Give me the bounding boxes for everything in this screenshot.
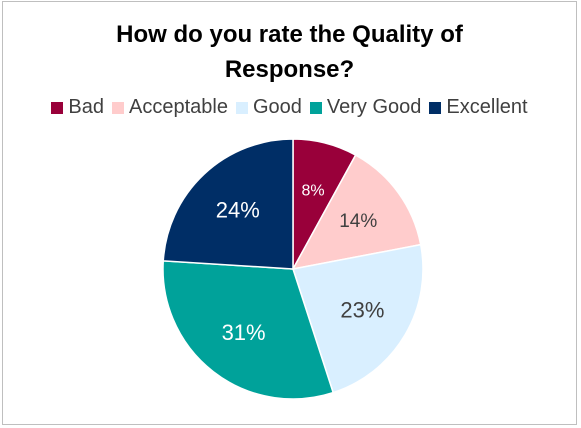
pie-slice-excellent: [162, 138, 294, 270]
legend-item-very-good: Very Good: [309, 96, 422, 119]
legend-item-bad: Bad: [51, 96, 104, 119]
legend-item-excellent: Excellent: [429, 96, 528, 119]
pie-slice-good: [292, 243, 424, 394]
legend-label-bad: Bad: [68, 96, 104, 118]
pie-slice-very-good: [162, 260, 335, 400]
data-label-acceptable: 14%: [339, 211, 377, 232]
legend-swatch-good: [235, 101, 248, 114]
data-label-very-good: 31%: [222, 320, 266, 345]
legend-item-acceptable: Acceptable: [112, 96, 228, 119]
legend-swatch-very-good: [309, 101, 322, 114]
legend-item-good: Good: [235, 96, 302, 119]
data-label-excellent: 24%: [216, 198, 260, 223]
chart-title-line-2: Response?: [224, 56, 355, 83]
data-label-good: 23%: [340, 298, 384, 323]
legend-label-very-good: Very Good: [326, 96, 422, 118]
chart-legend: Bad Acceptable Good Very Good Excellent: [3, 96, 576, 119]
pie-chart: 8% 14% 23% 31% 24%: [162, 138, 424, 400]
chart-title-line-1: How do you rate the Quality of: [116, 21, 463, 48]
legend-label-good: Good: [252, 96, 302, 118]
legend-label-acceptable: Acceptable: [129, 96, 228, 118]
legend-swatch-excellent: [429, 101, 442, 114]
legend-swatch-acceptable: [112, 101, 124, 114]
legend-swatch-bad: [51, 101, 64, 114]
pie-slice-acceptable: [291, 154, 422, 271]
data-label-bad: 8%: [301, 182, 324, 199]
legend-label-excellent: Excellent: [446, 96, 528, 118]
